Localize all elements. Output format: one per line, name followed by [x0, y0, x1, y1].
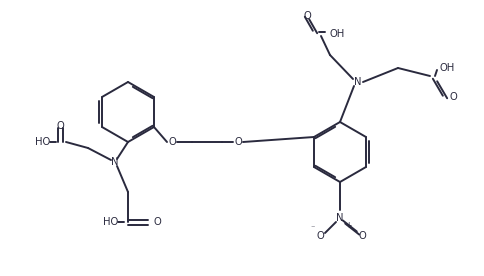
Text: ⁻: ⁻: [311, 223, 315, 232]
Text: O: O: [449, 92, 457, 102]
Text: O: O: [316, 231, 324, 241]
Text: N: N: [111, 157, 119, 167]
Text: N: N: [336, 213, 344, 223]
Text: HO: HO: [35, 137, 50, 147]
Text: O: O: [234, 137, 242, 147]
Text: HO: HO: [103, 217, 118, 227]
Text: +: +: [345, 221, 351, 230]
Text: O: O: [153, 217, 161, 227]
Text: O: O: [303, 11, 311, 21]
Text: N: N: [354, 77, 362, 87]
Text: OH: OH: [440, 63, 455, 73]
Text: O: O: [358, 231, 366, 241]
Text: O: O: [56, 121, 64, 131]
Text: O: O: [168, 137, 176, 147]
Text: OH: OH: [329, 29, 344, 39]
